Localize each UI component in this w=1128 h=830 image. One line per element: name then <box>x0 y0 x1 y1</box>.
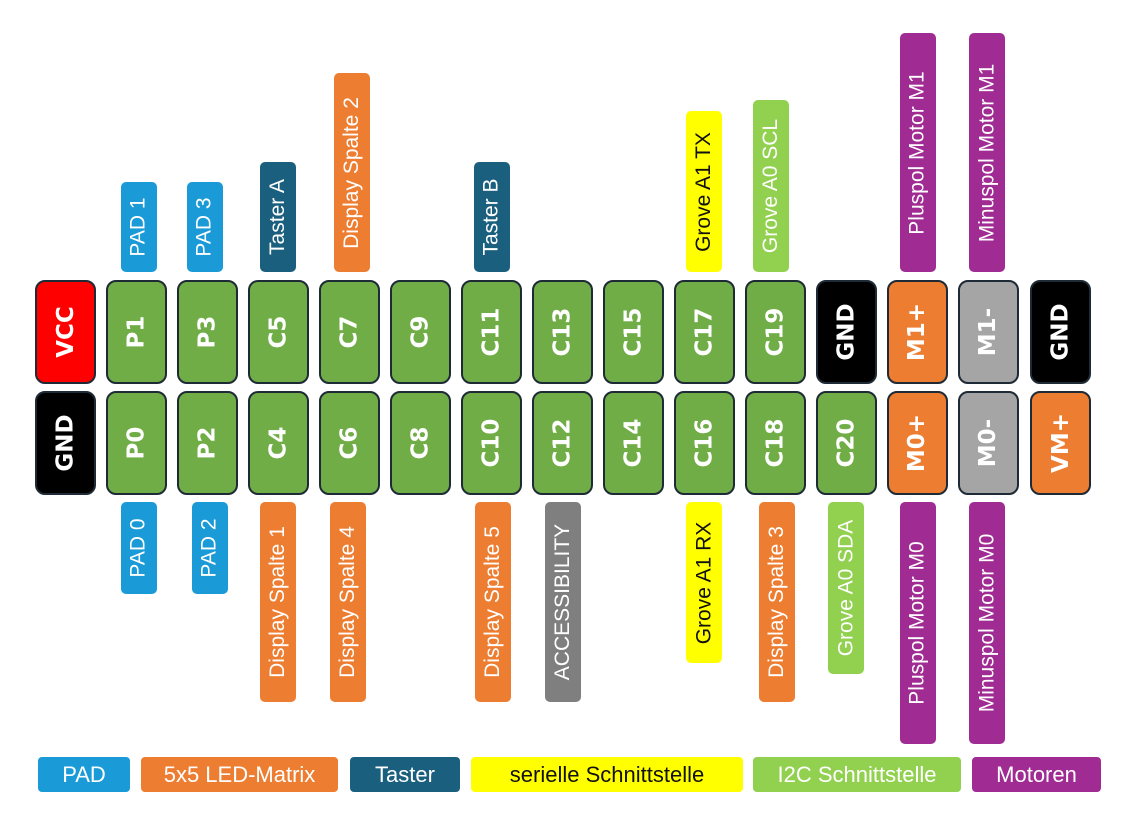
pin-c20: C20 <box>816 391 877 495</box>
legend-led-matrix: 5x5 LED-Matrix <box>141 757 338 792</box>
pin-c5: C5 <box>248 280 309 384</box>
pin-label: C8 <box>407 426 434 460</box>
pin-p1: P1 <box>106 280 167 384</box>
pin-m0-plus: M0+ <box>887 391 948 495</box>
pin-c7: C7 <box>319 280 380 384</box>
legend-serielle-schnittstelle: serielle Schnittstelle <box>471 757 743 792</box>
pin-label: C13 <box>549 307 576 357</box>
pin-label: C9 <box>407 315 434 349</box>
legend-pad: PAD <box>38 757 130 792</box>
label-grove-a0-scl: Grove A0 SCL <box>753 100 789 272</box>
pin-label: C19 <box>762 307 789 357</box>
label-pad-2: PAD 2 <box>192 502 228 594</box>
pin-label: P3 <box>194 315 221 349</box>
pin-label: VM+ <box>1047 413 1074 473</box>
pin-label: GND <box>833 303 860 361</box>
pin-c12: C12 <box>532 391 593 495</box>
label-grove-a1-tx: Grove A1 TX <box>686 111 722 272</box>
pin-label: C10 <box>478 418 505 468</box>
label-display-spalte-3: Display Spalte 3 <box>759 502 795 702</box>
pin-gnd-bottom: GND <box>35 391 96 495</box>
label-taster-a: Taster A <box>260 162 296 272</box>
legend-taster: Taster <box>350 757 460 792</box>
pin-p3: P3 <box>177 280 238 384</box>
pin-label: GND <box>1047 303 1074 361</box>
pin-label: C17 <box>691 307 718 357</box>
pin-label: M1+ <box>904 302 931 362</box>
label-minuspol-motor-m0: Minuspol Motor M0 <box>969 502 1005 744</box>
label-pluspol-motor-m1: Pluspol Motor M1 <box>900 33 936 272</box>
pin-p0: P0 <box>106 391 167 495</box>
legend-motoren: Motoren <box>972 757 1101 792</box>
pin-gnd-top-right: GND <box>1030 280 1091 384</box>
label-pluspol-motor-m0: Pluspol Motor M0 <box>900 502 936 744</box>
label-display-spalte-4: Display Spalte 4 <box>330 502 366 702</box>
pin-label: C5 <box>265 315 292 349</box>
pin-label: P2 <box>194 426 221 460</box>
pin-p2: P2 <box>177 391 238 495</box>
pin-c4: C4 <box>248 391 309 495</box>
pin-label: C18 <box>762 418 789 468</box>
pin-label: C7 <box>336 315 363 349</box>
pin-m0-minus: M0- <box>958 391 1019 495</box>
pin-label: C15 <box>620 307 647 357</box>
pin-c19: C19 <box>745 280 806 384</box>
label-accessibility: ACCESSIBILITY <box>545 502 581 702</box>
pin-label: VCC <box>52 306 79 358</box>
pin-label: C14 <box>620 418 647 468</box>
pin-c9: C9 <box>390 280 451 384</box>
pin-c8: C8 <box>390 391 451 495</box>
pin-label: GND <box>52 414 79 472</box>
pin-label: C20 <box>833 418 860 468</box>
pin-c6: C6 <box>319 391 380 495</box>
pin-c11: C11 <box>461 280 522 384</box>
pin-c15: C15 <box>603 280 664 384</box>
pin-label: C12 <box>549 418 576 468</box>
pin-label: P0 <box>123 426 150 460</box>
pin-label: C11 <box>478 307 505 357</box>
label-display-spalte-2: Display Spalte 2 <box>334 73 370 272</box>
pin-vm-plus: VM+ <box>1030 391 1091 495</box>
pin-c14: C14 <box>603 391 664 495</box>
label-grove-a1-rx: Grove A1 RX <box>686 502 722 663</box>
legend-i2c-schnittstelle: I2C Schnittstelle <box>753 757 961 792</box>
label-display-spalte-1: Display Spalte 1 <box>260 502 296 702</box>
label-display-spalte-5: Display Spalte 5 <box>475 502 511 702</box>
pin-label: C16 <box>691 418 718 468</box>
pin-label: M0+ <box>904 413 931 473</box>
pin-c13: C13 <box>532 280 593 384</box>
label-pad-1: PAD 1 <box>121 182 157 272</box>
pin-label: M1- <box>975 307 1002 357</box>
label-pad-0: PAD 0 <box>121 502 157 594</box>
pin-vcc: VCC <box>35 280 96 384</box>
pin-m1-plus: M1+ <box>887 280 948 384</box>
pin-m1-minus: M1- <box>958 280 1019 384</box>
pin-c10: C10 <box>461 391 522 495</box>
pin-label: C6 <box>336 426 363 460</box>
pin-c17: C17 <box>674 280 735 384</box>
label-grove-a0-sda: Grove A0 SDA <box>828 502 864 674</box>
label-taster-b: Taster B <box>474 162 510 272</box>
pin-label: M0- <box>975 418 1002 468</box>
pin-gnd-top: GND <box>816 280 877 384</box>
pin-c16: C16 <box>674 391 735 495</box>
pin-label: C4 <box>265 426 292 460</box>
label-pad-3: PAD 3 <box>187 182 223 272</box>
pin-c18: C18 <box>745 391 806 495</box>
pin-label: P1 <box>123 315 150 349</box>
label-minuspol-motor-m1: Minuspol Motor M1 <box>969 33 1005 272</box>
